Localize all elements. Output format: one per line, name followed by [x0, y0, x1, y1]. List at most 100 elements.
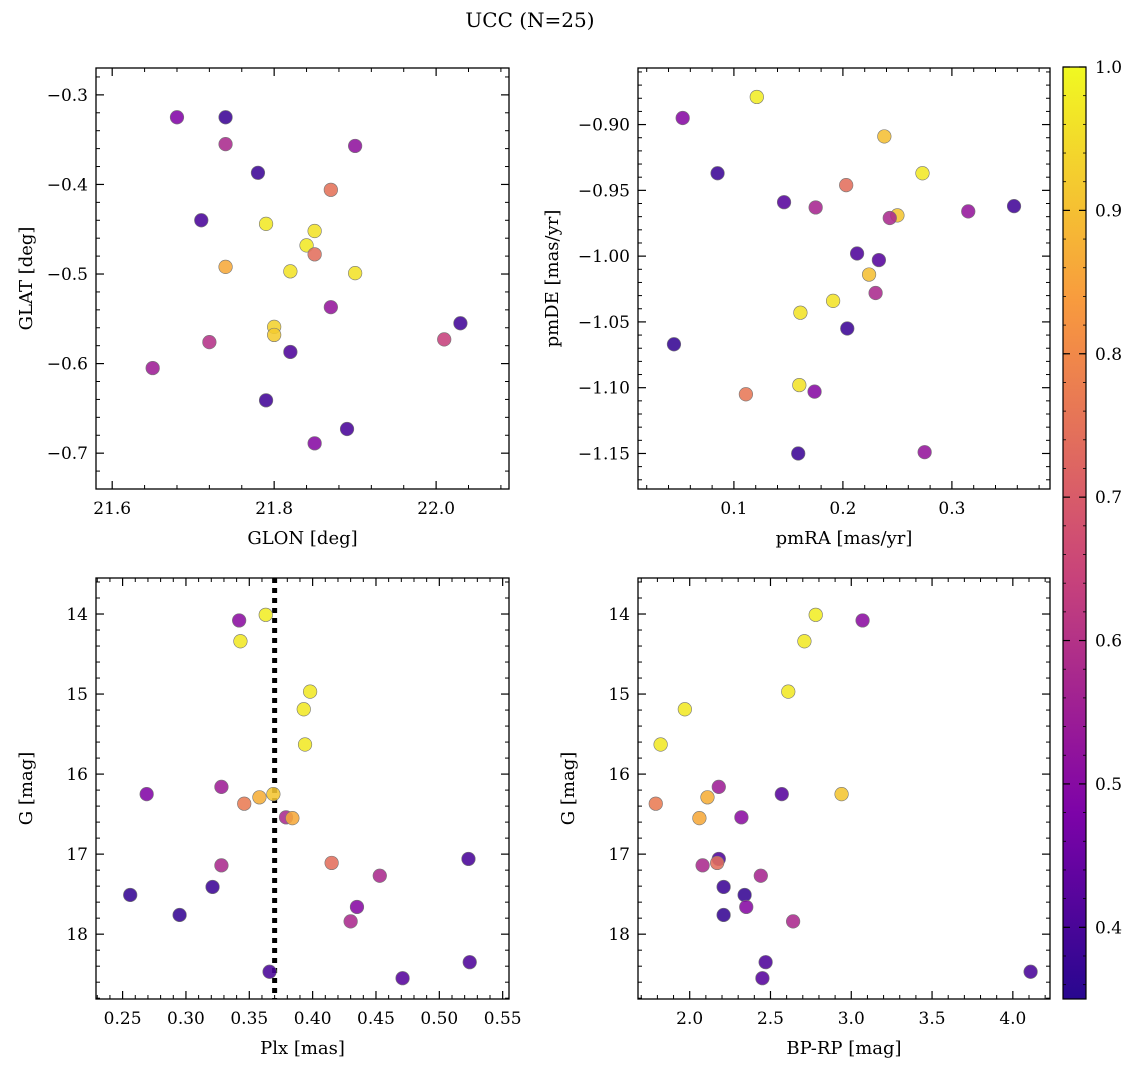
x-axis-label: GLON [deg]	[247, 528, 357, 549]
data-point	[808, 607, 823, 622]
colorbar-tick-label: 0.8	[1095, 345, 1122, 365]
x-tick-label: 0.40	[294, 1009, 332, 1029]
y-tick-label: 14	[608, 605, 630, 625]
y-tick-label: 17	[608, 845, 630, 865]
x-tick-label: 0.1	[720, 499, 747, 519]
colorbar-tick-label: 0.6	[1095, 632, 1122, 652]
x-tick-label: 0.35	[230, 1009, 268, 1029]
data-point	[348, 138, 363, 154]
data-point	[786, 914, 801, 929]
x-axis-label: pmRA [mas/yr]	[776, 528, 913, 549]
y-tick-label: 18	[608, 925, 630, 945]
x-tick-label: 0.2	[829, 499, 856, 519]
data-point	[285, 811, 300, 826]
y-tick-label: 16	[66, 765, 88, 785]
data-point	[961, 204, 976, 219]
panel-glon_glat: 21.6 21.8 22.0 −0.3 −0.4 −0.5 −0.6 −0.7 GLON [de…	[16, 67, 510, 549]
data-point	[738, 387, 754, 402]
y-tick-label: 17	[66, 845, 88, 865]
data-point	[716, 879, 731, 895]
x-tick-label: 0.25	[104, 1009, 142, 1029]
data-point	[710, 855, 725, 871]
data-point	[172, 907, 187, 923]
data-point	[808, 200, 823, 215]
y-axis-label: G [mag]	[558, 752, 579, 825]
x-tick-label: 4.0	[999, 1009, 1026, 1029]
y-tick-label: −0.7	[47, 444, 88, 464]
data-point	[348, 266, 363, 281]
data-point	[781, 684, 796, 699]
data-point	[252, 790, 267, 805]
data-point	[123, 887, 138, 903]
data-point	[776, 195, 792, 210]
data-point	[218, 110, 233, 125]
y-tick-label: 18	[66, 925, 88, 945]
axes-frame	[637, 577, 1051, 1000]
data-point	[349, 899, 365, 915]
y-axis-label: G [mag]	[16, 752, 37, 825]
data-point	[1006, 199, 1022, 214]
y-tick-label: −1.00	[578, 247, 630, 267]
data-point	[145, 360, 160, 376]
y-tick-label: −1.15	[578, 444, 630, 464]
y-tick-label: −0.6	[47, 355, 88, 375]
data-point	[296, 702, 311, 717]
data-point	[792, 377, 807, 393]
data-point	[218, 137, 233, 152]
data-point	[666, 337, 682, 352]
data-point	[307, 247, 322, 262]
data-point	[324, 855, 339, 871]
data-point	[323, 182, 338, 197]
colorbar-tick-label: 1.0	[1095, 58, 1122, 78]
data-point	[716, 907, 731, 923]
data-point	[258, 393, 274, 408]
data-point	[1023, 964, 1038, 979]
colorbar-tick-label: 0.9	[1095, 201, 1122, 221]
panels-group: 21.6 21.8 22.0 −0.3 −0.4 −0.5 −0.6 −0.7 GLON [de…	[16, 67, 1051, 1059]
y-axis-label: GLAT [deg]	[16, 227, 37, 331]
x-tick-label: 2.5	[757, 1009, 784, 1029]
x-tick-label: 0.55	[484, 1009, 522, 1029]
data-point	[262, 964, 277, 979]
data-point	[877, 129, 892, 144]
data-point	[737, 887, 752, 903]
data-point	[214, 858, 229, 873]
data-point	[169, 110, 185, 125]
data-point	[237, 796, 252, 811]
data-point	[453, 316, 468, 331]
data-point	[258, 216, 274, 231]
axes-frame	[637, 67, 1051, 490]
data-point	[233, 634, 248, 649]
data-point	[797, 634, 812, 649]
data-point	[855, 613, 870, 628]
y-tick-label: −1.10	[578, 379, 630, 399]
data-point	[793, 305, 808, 320]
data-point	[677, 702, 692, 717]
x-axis-label: BP-RP [mag]	[786, 1038, 901, 1059]
data-point	[692, 811, 707, 826]
data-point	[917, 445, 932, 460]
x-tick-label: 21.8	[255, 499, 293, 519]
axes-frame	[95, 67, 510, 490]
panel-bprp_g: 2.0 2.5 3.0 3.5 4.0 14 15 16 17 18 BP-RP [mag] G [m…	[558, 577, 1051, 1059]
y-axis-label: pmDE [mas/yr]	[542, 210, 563, 348]
data-point	[343, 914, 358, 929]
data-point	[283, 344, 298, 360]
data-point	[834, 787, 849, 802]
data-point	[307, 436, 322, 451]
data-point	[205, 879, 220, 895]
data-point	[218, 259, 233, 274]
x-tick-label: 3.0	[838, 1009, 865, 1029]
data-point	[307, 223, 322, 239]
data-point	[753, 868, 768, 883]
panel-pmra_pmde: 0.1 0.2 0.3 −0.90 −0.95 −1.00 −1.05 −1.10 −1.15 p…	[542, 67, 1051, 549]
y-tick-label: −0.90	[578, 116, 630, 136]
data-point	[695, 858, 710, 873]
data-point	[303, 684, 318, 699]
data-point	[339, 421, 355, 437]
data-point	[749, 89, 764, 105]
colorbar: 0.4 0.5 0.6 0.7 0.8 0.9 1.0	[1062, 58, 1122, 1000]
x-tick-label: 0.30	[167, 1009, 205, 1029]
data-point	[323, 300, 338, 315]
y-tick-label: −0.95	[578, 181, 630, 201]
